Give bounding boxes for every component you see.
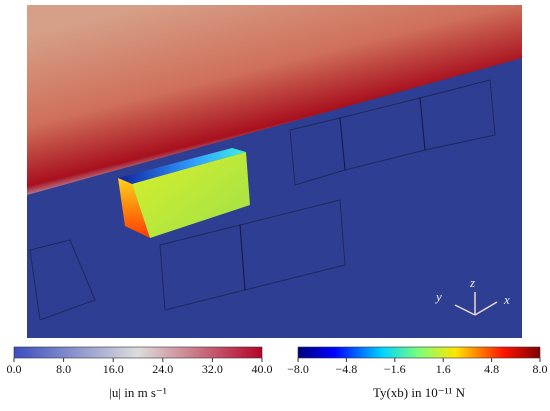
tick-label: 16.0: [103, 362, 124, 376]
axis-triad: [454, 292, 498, 316]
colorbar-label: Ty(xb) in 10⁻¹¹ N: [373, 385, 466, 400]
flow-field: [27, 5, 522, 195]
tick-label: 32.0: [202, 362, 223, 376]
tick-label: −1.6: [384, 362, 406, 376]
colorbar-label: |u| in m s⁻¹: [109, 385, 167, 400]
colorbar: [13, 346, 263, 359]
axis-label: x: [503, 292, 510, 307]
tick-label: 40.0: [252, 362, 273, 376]
tick-label: 1.6: [436, 362, 451, 376]
colorbar: [297, 346, 541, 359]
box: [118, 148, 250, 238]
tick-label: 8.0: [56, 362, 71, 376]
tick-label: 24.0: [152, 362, 173, 376]
tick-label: 4.8: [484, 362, 499, 376]
axis-label: z: [469, 275, 475, 290]
tick-label: 0.0: [7, 362, 22, 376]
axis-label: y: [434, 289, 442, 304]
wireframes: [29, 79, 496, 321]
tick-label: 8.0: [533, 362, 548, 376]
tick-label: −4.8: [336, 362, 358, 376]
tick-label: −8.0: [287, 362, 309, 376]
